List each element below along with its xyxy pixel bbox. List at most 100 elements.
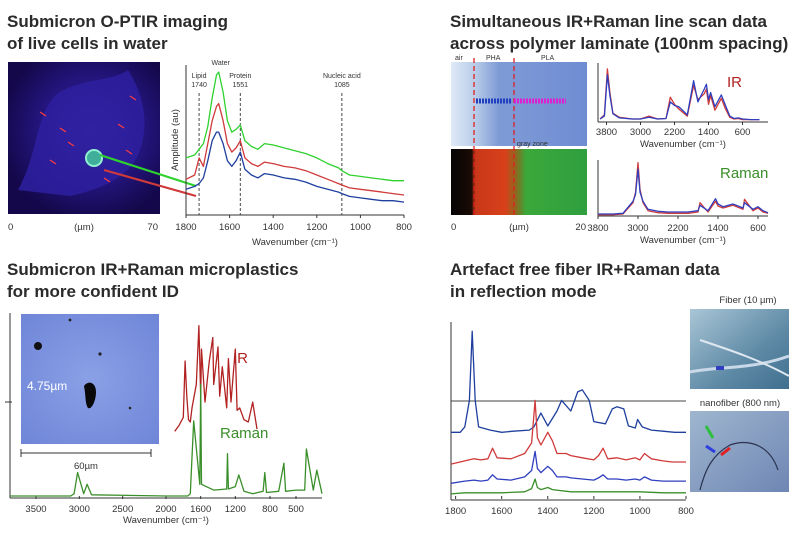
fiber-strand-1 bbox=[689, 354, 790, 374]
fiber-series-red bbox=[450, 399, 686, 465]
label-pha: PHA bbox=[486, 55, 501, 62]
laminate-raman-xtick-label: 1400 bbox=[707, 223, 728, 234]
fiber-xtick-label: 1800 bbox=[445, 506, 466, 517]
microplastics-xtick-label: 2500 bbox=[112, 504, 133, 515]
laminate-image: air PHA PLA gray zone 0 (µm) 20 bbox=[451, 55, 587, 233]
lam-raman-xlabel: Wavenumber (cm⁻¹) bbox=[640, 235, 726, 246]
laminate-ir-xtick-label: 2200 bbox=[664, 127, 685, 138]
cell-axis-mid: (µm) bbox=[74, 222, 94, 233]
chart-cells-spectra: Amplitude (au) Wavenumber (cm⁻¹) 1800 160… bbox=[170, 60, 412, 248]
cells-spectra-series-blue bbox=[185, 131, 405, 203]
connector-red bbox=[103, 168, 197, 198]
fiber-xtick-label: 1200 bbox=[583, 506, 604, 517]
title-laminate-line2: across polymer laminate (100nm spacing) bbox=[450, 34, 789, 53]
cells-ylabel: Amplitude (au) bbox=[170, 109, 181, 171]
fiber-scan-marker bbox=[716, 366, 724, 370]
particle-small-2 bbox=[98, 352, 102, 356]
fiber-series-blue bbox=[450, 450, 686, 484]
title-fiber-line2: in reflection mode bbox=[450, 282, 597, 301]
nanofiber-strand bbox=[699, 441, 779, 491]
label-pla: PLA bbox=[541, 55, 555, 62]
title-microplastics: Submicron IR+Raman microplastics for mor… bbox=[7, 259, 298, 303]
cells-spectra-annotation-value: 1740 bbox=[191, 82, 207, 89]
microplastic-image-bg bbox=[21, 314, 159, 444]
lam-ir-xlabel: Wavenumber (cm⁻¹) bbox=[640, 139, 726, 150]
cells-spectra-xtick-label: 800 bbox=[396, 222, 412, 233]
microplastics-xtick-label: 3500 bbox=[25, 504, 46, 515]
microplastics-series-ir bbox=[174, 325, 258, 432]
particle-main bbox=[84, 382, 96, 409]
cells-spectra-annotation-label: Water bbox=[211, 60, 230, 67]
title-fiber-line1: Artefact free fiber IR+Raman data bbox=[450, 260, 720, 279]
fiber-xtick-label: 800 bbox=[678, 506, 694, 517]
microplastic-image: 4.75µm 60µm bbox=[20, 314, 159, 472]
laminate-ir-xtick-label: 3000 bbox=[630, 127, 651, 138]
scale-label: 60µm bbox=[74, 461, 98, 472]
cell-axis-left: 0 bbox=[8, 222, 13, 233]
fiber-series-green bbox=[450, 478, 686, 495]
particle-small-4 bbox=[128, 406, 132, 410]
microplastics-xtick-label: 2000 bbox=[155, 504, 176, 515]
microplastics-series-raman bbox=[10, 383, 323, 497]
title-cells-line1: Submicron O-PTIR imaging bbox=[7, 12, 229, 31]
laminate-raman-xtick-label: 600 bbox=[750, 223, 766, 234]
laminate-raman-xtick-label: 3800 bbox=[587, 223, 608, 234]
laminate-raman-xtick-label: 2200 bbox=[667, 223, 688, 234]
title-microplastics-line2: for more confident ID bbox=[7, 282, 179, 301]
cells-spectra-xtick-label: 1000 bbox=[350, 222, 371, 233]
arrow-red-icon bbox=[720, 446, 731, 457]
micro-ir-label: IR bbox=[233, 350, 248, 367]
cells-spectra-xtick-label: 1400 bbox=[263, 222, 284, 233]
lam-raman-label: Raman bbox=[720, 165, 768, 182]
microplastics-xtick-label: 800 bbox=[262, 504, 278, 515]
cells-spectra-xtick-label: 1200 bbox=[306, 222, 327, 233]
cells-spectra-annotation-label: Protein bbox=[229, 73, 251, 80]
laminate-raman-series-blue bbox=[598, 168, 769, 215]
laminate-ir-xtick-label: 3800 bbox=[596, 127, 617, 138]
laminate-raman-xtick-label: 3000 bbox=[627, 223, 648, 234]
fiber-strand-2 bbox=[699, 339, 790, 377]
connector-green bbox=[99, 153, 197, 188]
microplastics-xtick-label: 500 bbox=[288, 504, 304, 515]
fiber-series-fiber bbox=[451, 330, 686, 433]
label-gray-zone: gray zone bbox=[517, 141, 548, 148]
cells-spectra-annotation-value: 1551 bbox=[232, 82, 248, 89]
laminate-axis-mid: (µm) bbox=[509, 222, 529, 233]
cell-body bbox=[18, 70, 145, 196]
fiber-image bbox=[690, 309, 789, 389]
fiber-label: Fiber (10 µm) bbox=[719, 295, 776, 306]
cells-spectra-annotation-label: Nucleic acid bbox=[323, 73, 361, 80]
title-laminate-line1: Simultaneous IR+Raman line scan data bbox=[450, 12, 767, 31]
cells-spectra-series-green bbox=[185, 71, 404, 182]
micro-raman-label: Raman bbox=[220, 425, 268, 442]
chart-laminate-ir: Wavenumber (cm⁻¹) IR 3800 3000 2200 1400 600 bbox=[596, 63, 768, 150]
laminate-axis-left: 0 bbox=[451, 222, 456, 233]
cells-xlabel: Wavenumber (cm⁻¹) bbox=[252, 237, 338, 248]
microplastics-xtick-label: 1200 bbox=[225, 504, 246, 515]
micro-xlabel: Wavenumber (cm⁻¹) bbox=[123, 515, 209, 526]
laminate-ir-series-blue bbox=[599, 74, 760, 121]
cell-image-axis: 0 (µm) 70 bbox=[8, 222, 158, 233]
cells-spectra-xtick-label: 1800 bbox=[175, 222, 196, 233]
fiber-xtick-label: 1600 bbox=[491, 506, 512, 517]
fiber-xtick-label: 1400 bbox=[537, 506, 558, 517]
laminate-ir-xtick-label: 600 bbox=[735, 127, 751, 138]
fiber-images: Fiber (10 µm) nanofiber (800 nm) bbox=[689, 295, 790, 492]
chart-fiber: 1800 1600 1400 1200 1000 800 bbox=[445, 322, 694, 517]
microplastics-xtick-label: 3000 bbox=[69, 504, 90, 515]
laminate-top-image bbox=[451, 62, 587, 146]
cell-red-spots bbox=[39, 95, 137, 183]
label-air: air bbox=[455, 55, 463, 62]
chart-laminate-raman: Wavenumber (cm⁻¹) Raman 3800 3000 2200 1400… bbox=[587, 160, 768, 246]
title-cells-line2: of live cells in water bbox=[7, 34, 168, 53]
title-microplastics-line1: Submicron IR+Raman microplastics bbox=[7, 260, 299, 279]
cell-nucleus bbox=[85, 149, 103, 167]
cell-image bbox=[8, 62, 197, 214]
laminate-ir-xtick-label: 1400 bbox=[698, 127, 719, 138]
particle-small-1 bbox=[34, 342, 42, 350]
chart-microplastics: Wavenumber (cm⁻¹) IR Raman 3500 3000 2500 2… bbox=[5, 313, 323, 526]
laminate-axis-right: 20 bbox=[575, 222, 586, 233]
laminate-bottom-image bbox=[451, 149, 587, 215]
nanofiber-label: nanofiber (800 nm) bbox=[700, 398, 780, 409]
